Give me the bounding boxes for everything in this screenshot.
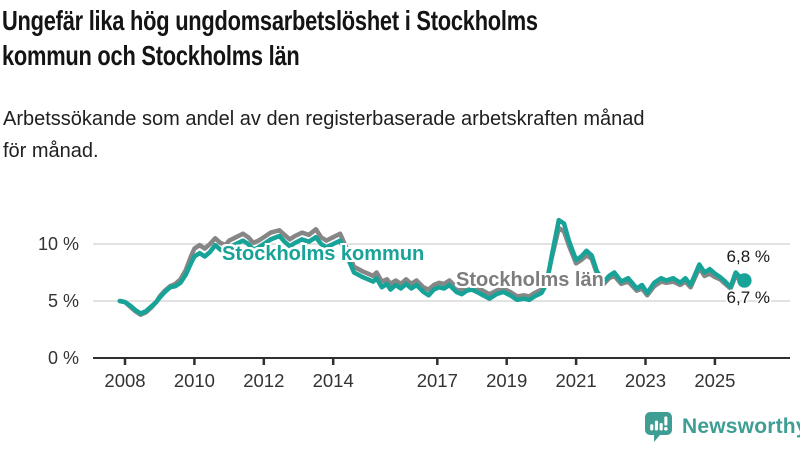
- line-stockholms-kommun: [117, 217, 747, 316]
- y-tick-label: 0 %: [48, 348, 79, 368]
- chart-subtitle: Arbetssökande som andel av den registerb…: [3, 103, 645, 167]
- line-stockholms-l-n: [117, 225, 747, 317]
- x-tick-label: 2012: [243, 370, 284, 391]
- series-label-stockholms-lan: Stockholms län: [456, 269, 604, 291]
- x-tick-label: 2023: [625, 370, 666, 391]
- end-value-lan: 6,7 %: [726, 288, 770, 307]
- x-tick-label: 2017: [417, 370, 458, 391]
- logo-exclamation-bar: [664, 416, 668, 426]
- logo-bubble-shape: [645, 412, 672, 442]
- x-tick-label: 2014: [313, 370, 354, 391]
- y-tick-label: 10 %: [38, 234, 79, 254]
- chart-subtitle-line1: Arbetssökande som andel av den registerb…: [3, 108, 645, 130]
- newsworthy-logo-icon: [645, 412, 672, 442]
- x-tick-label: 2025: [694, 370, 735, 391]
- series-label-stockholms-kommun: Stockholms kommun: [222, 243, 425, 265]
- end-value-kommun: 6,8 %: [726, 247, 770, 266]
- logo-exclamation-dot: [664, 427, 668, 431]
- page-title-line2: kommun och Stockholms län: [2, 40, 300, 71]
- y-tick-label: 5 %: [48, 291, 79, 311]
- x-tick-label: 2019: [486, 370, 527, 391]
- end-point-dot: [737, 273, 752, 288]
- page-title: Ungefär lika hög ungdomsarbetslöshet i S…: [2, 3, 538, 73]
- x-tick-label: 2021: [556, 370, 597, 391]
- x-tick-label: 2010: [174, 370, 215, 391]
- page-title-line1: Ungefär lika hög ungdomsarbetslöshet i S…: [2, 5, 538, 36]
- newsworthy-logo-text: Newsworthy: [682, 415, 800, 438]
- chart-subtitle-line2: för månad.: [3, 140, 99, 162]
- logo-barchart-glyph: [650, 416, 668, 431]
- x-tick-label: 2008: [104, 370, 145, 391]
- newsworthy-logo: Newsworthy: [645, 412, 800, 442]
